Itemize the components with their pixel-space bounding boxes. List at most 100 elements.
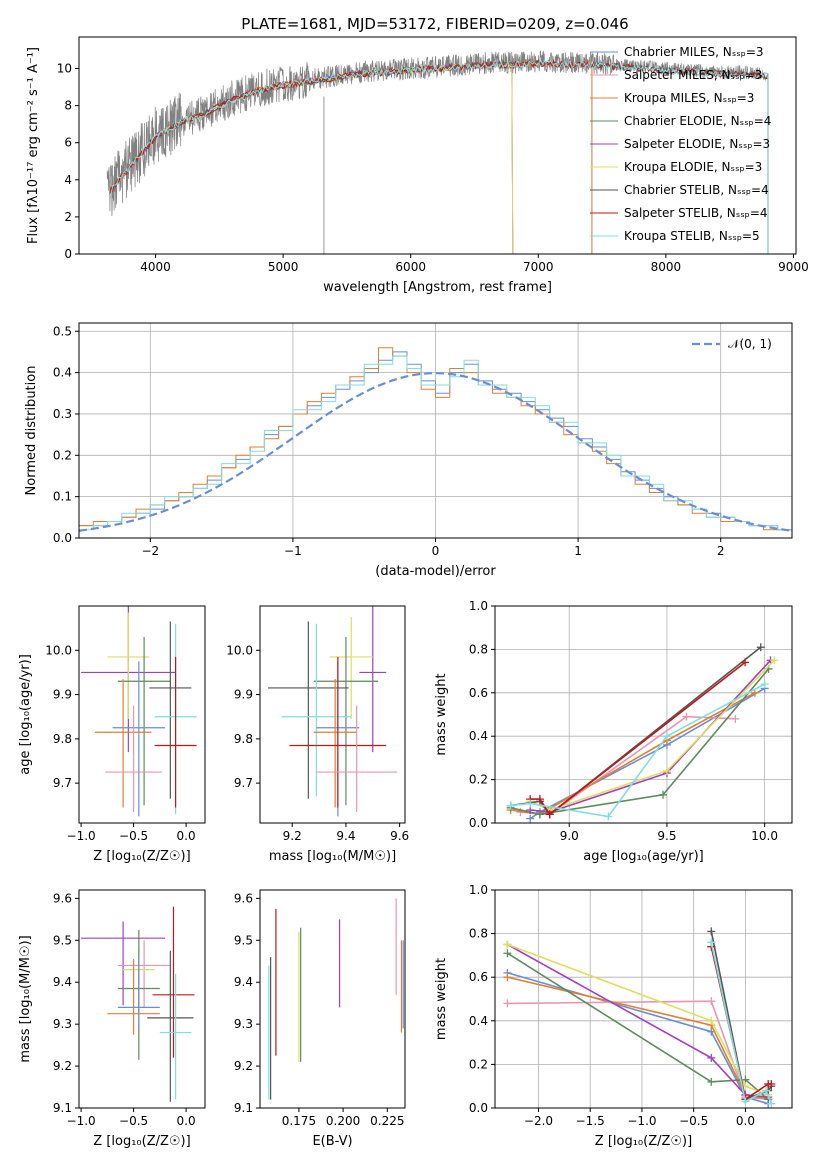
y-tick-label: 1.0 <box>469 883 488 897</box>
weight-marker <box>762 1086 771 1095</box>
y-axis-label: Flux [fλ10⁻¹⁷ erg cm⁻² s⁻¹ A⁻¹] <box>26 47 41 244</box>
legend-entry: Salpeter ELODIE, Nₛₛₚ=3 <box>624 137 770 151</box>
x-tick-label: 9.2 <box>283 829 302 843</box>
x-tick-label: 0 <box>432 544 440 558</box>
weight-marker <box>503 999 512 1008</box>
y-tick-label: 2 <box>64 210 72 224</box>
errorbar-point-1 <box>329 617 373 719</box>
legend-entry: Kroupa MILES, Nₛₛₚ=3 <box>624 91 754 105</box>
x-axis-label: (data-model)/error <box>375 564 496 579</box>
x-tick-label: 7000 <box>523 260 554 274</box>
weight-marker <box>535 795 544 804</box>
axes-frame <box>78 605 206 824</box>
weight-marker <box>707 1053 716 1062</box>
errorbar-point-2 <box>117 637 171 806</box>
y-tick-label: 10 <box>57 62 72 76</box>
weight-marker <box>770 656 779 665</box>
x-axis-label: wavelength [Angstrom, rest frame] <box>323 280 552 295</box>
errorbar-point-4 <box>94 679 152 808</box>
weight-marker <box>604 812 613 821</box>
y-tick-label: 0.0 <box>469 816 488 830</box>
x-tick-label: −1.0 <box>67 829 96 843</box>
figure-title: PLATE=1681, MJD=53172, FIBERID=0209, z=0… <box>241 15 628 33</box>
histogram-2 <box>79 355 792 538</box>
y-tick-label: 0.6 <box>469 970 488 984</box>
y-tick-label: 0.2 <box>469 773 488 787</box>
x-tick-label: 8000 <box>651 260 682 274</box>
y-tick-label: 9.8 <box>53 732 72 746</box>
errorbar-point-1 <box>107 612 150 719</box>
x-tick-label: 0.225 <box>370 1114 404 1128</box>
weight-line-6 <box>510 646 762 816</box>
model-line-3 <box>142 60 514 254</box>
errorbar-point-5 <box>149 621 192 799</box>
weight-marker <box>707 1077 716 1086</box>
weight-marker <box>767 1080 776 1089</box>
errorbar-point-4 <box>152 906 195 1058</box>
errorbar-point-8 <box>159 973 192 1100</box>
panel-mass-vs-ebv: 0.175 0.200 0.225 9.1 9.2 9.3 9.4 9.5 9.6 E(B-V) <box>234 889 406 1149</box>
panel-spectrum: Chabrier MILES, Nₛₛₚ=3 Salpeter MILES, Nₛ… <box>26 36 809 295</box>
y-tick-label: 0.2 <box>469 1057 488 1071</box>
axes-frame <box>78 36 797 255</box>
x-tick-label: 0.175 <box>282 1114 316 1128</box>
x-tick-label: 0.0 <box>177 829 196 843</box>
weight-marker <box>707 997 716 1006</box>
panel-age-vs-Z: −1.0 −0.5 0.0 9.7 9.8 9.9 10.0 Z [log₁₀(Z/Z☉)] a… <box>18 605 206 864</box>
x-tick-label: −0.5 <box>119 829 148 843</box>
x-tick-label: −0.5 <box>119 1114 148 1128</box>
model-line-8 <box>109 59 769 254</box>
y-tick-label: 9.4 <box>234 975 253 989</box>
weight-marker <box>741 1097 750 1106</box>
errorbar-point-7 <box>147 950 194 1102</box>
weight-marker <box>767 1099 776 1108</box>
weight-marker <box>526 814 535 823</box>
y-tick-label: 9.5 <box>53 933 72 947</box>
y-tick-label: 9.7 <box>234 776 253 790</box>
y-tick-label: 6 <box>64 136 72 150</box>
x-tick-label: 9000 <box>778 260 809 274</box>
y-tick-label: 10.0 <box>226 643 253 657</box>
x-axis-label: Z [log₁₀(Z/Z☉)] <box>595 1134 692 1149</box>
weight-marker <box>756 643 765 652</box>
y-axis-label: age [log₁₀(age/yr)] <box>18 654 33 775</box>
weight-line-6 <box>710 931 772 1101</box>
errorbar-point-4 <box>281 623 352 797</box>
x-tick-label: 9.5 <box>657 829 676 843</box>
plot-area <box>81 606 197 817</box>
y-tick-label: 9.3 <box>53 1017 72 1031</box>
weight-marker <box>503 940 512 949</box>
y-tick-label: 9.9 <box>53 688 72 702</box>
y-tick-label: 9.4 <box>53 975 72 989</box>
legend-entry: Chabrier STELIB, Nₛₛₚ=4 <box>624 183 769 197</box>
errorbar-point-7 <box>289 656 387 808</box>
plot-area <box>503 927 776 1108</box>
y-tick-label: 0.0 <box>53 531 72 545</box>
y-tick-label: 0.4 <box>469 1014 488 1028</box>
panel-weight-vs-Z: −2.0 −1.5 −1.0 −0.5 0.0 0.0 0.2 0.4 0.6 0.8 1.0 Z [… <box>434 883 793 1149</box>
y-tick-label: 9.5 <box>234 933 253 947</box>
x-tick-label: 1 <box>574 544 582 558</box>
model-line-4 <box>142 60 514 254</box>
legend-entry: Chabrier MILES, Nₛₛₚ=3 <box>624 45 764 59</box>
errorbar-point-7 <box>154 656 197 808</box>
model-line-1 <box>109 59 593 254</box>
model-line-5 <box>142 60 514 254</box>
plot-area <box>268 898 404 1100</box>
weight-line-0 <box>529 687 765 820</box>
x-tick-label: −1 <box>284 544 302 558</box>
y-tick-label: 0.8 <box>469 642 488 656</box>
errorbar-point-0 <box>359 606 387 753</box>
panel-weight-vs-age: 9.0 9.5 10.0 0.0 0.2 0.4 0.6 0.8 1.0 age [log₁₀(a… <box>434 599 793 864</box>
x-tick-label: 0.200 <box>326 1114 360 1128</box>
y-tick-label: 0.1 <box>53 490 72 504</box>
weight-marker <box>707 927 716 936</box>
legend-entry: 𝒩(0, 1) <box>728 337 772 351</box>
weight-marker <box>731 714 740 723</box>
y-tick-label: 0.8 <box>469 927 488 941</box>
y-tick-label: 9.3 <box>234 1017 253 1031</box>
x-tick-label: 4000 <box>140 260 171 274</box>
x-tick-label: −2 <box>141 544 159 558</box>
y-tick-label: 0.0 <box>469 1101 488 1115</box>
weight-marker <box>659 790 668 799</box>
